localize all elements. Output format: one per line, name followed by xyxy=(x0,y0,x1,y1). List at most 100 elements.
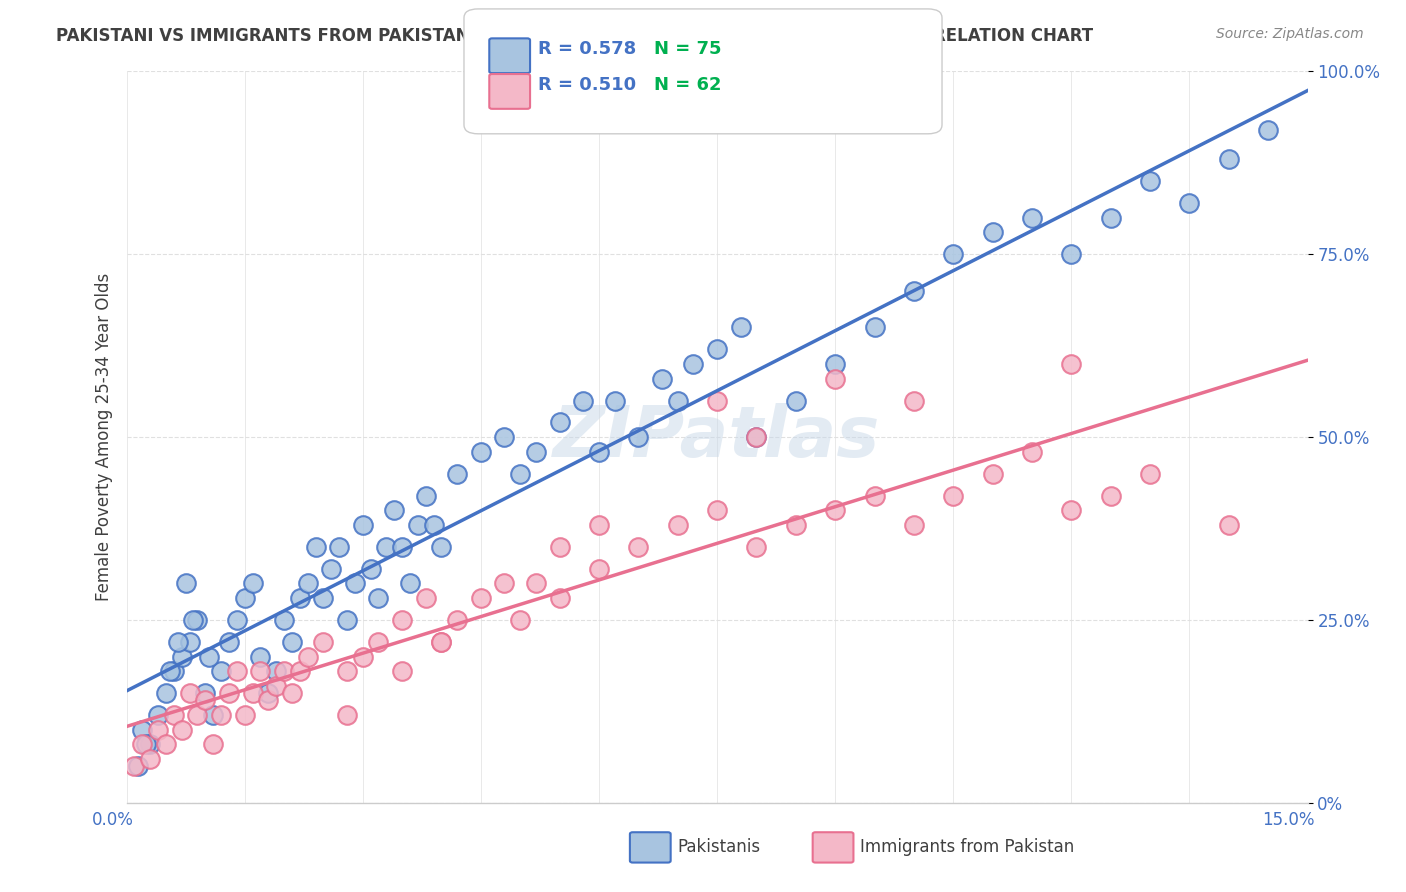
Point xyxy=(321,562,343,576)
Point xyxy=(1139,174,1161,188)
Point xyxy=(588,444,610,458)
Point xyxy=(785,393,807,408)
Point xyxy=(415,591,437,605)
Point xyxy=(179,635,201,649)
Text: Immigrants from Pakistan: Immigrants from Pakistan xyxy=(860,838,1074,856)
Point xyxy=(139,752,162,766)
Text: ZIPatlas: ZIPatlas xyxy=(554,402,880,472)
Point xyxy=(745,540,768,554)
Point xyxy=(131,723,153,737)
Point xyxy=(706,503,728,517)
Point xyxy=(1218,517,1240,532)
Point xyxy=(352,649,374,664)
Point xyxy=(174,576,197,591)
Point xyxy=(209,708,232,723)
Point xyxy=(903,517,925,532)
Point xyxy=(288,591,311,605)
Text: 0.0%: 0.0% xyxy=(91,811,134,829)
Point xyxy=(249,649,271,664)
Point xyxy=(509,613,531,627)
Point xyxy=(627,430,650,444)
Point xyxy=(730,320,752,334)
Point xyxy=(1021,444,1043,458)
Point xyxy=(281,686,304,700)
Point xyxy=(360,562,382,576)
Point xyxy=(1099,211,1122,225)
Point xyxy=(903,284,925,298)
Point xyxy=(183,613,205,627)
Point xyxy=(1060,247,1083,261)
Point xyxy=(470,591,492,605)
Point xyxy=(824,357,846,371)
Point xyxy=(1178,196,1201,211)
Point xyxy=(264,679,287,693)
Text: R = 0.578: R = 0.578 xyxy=(538,40,637,58)
Point xyxy=(225,664,247,678)
Point xyxy=(242,576,264,591)
Point xyxy=(146,723,169,737)
Point xyxy=(745,430,768,444)
Point xyxy=(163,708,186,723)
Point xyxy=(273,664,295,678)
Point xyxy=(745,430,768,444)
Point xyxy=(155,686,177,700)
Point xyxy=(1060,357,1083,371)
Point xyxy=(163,664,186,678)
Point xyxy=(666,517,689,532)
Point xyxy=(249,664,271,678)
Point xyxy=(139,737,162,751)
Point xyxy=(124,759,146,773)
Point xyxy=(281,635,304,649)
Point xyxy=(312,591,335,605)
Point xyxy=(367,591,389,605)
Point xyxy=(179,686,201,700)
Point xyxy=(225,613,247,627)
Text: Source: ZipAtlas.com: Source: ZipAtlas.com xyxy=(1216,27,1364,41)
Point xyxy=(651,371,673,385)
Point xyxy=(1257,123,1279,137)
Point xyxy=(328,540,350,554)
Point xyxy=(548,540,571,554)
Text: R = 0.510: R = 0.510 xyxy=(538,76,637,94)
Point xyxy=(494,576,516,591)
Point xyxy=(1218,152,1240,166)
Point xyxy=(430,635,453,649)
Point xyxy=(233,708,256,723)
Point xyxy=(981,225,1004,239)
Point xyxy=(202,737,225,751)
Point xyxy=(257,686,280,700)
Point xyxy=(155,737,177,751)
Point xyxy=(588,562,610,576)
Point xyxy=(1021,211,1043,225)
Point xyxy=(194,693,217,707)
Point xyxy=(186,708,208,723)
Point xyxy=(470,444,492,458)
Point xyxy=(218,686,240,700)
Point xyxy=(824,503,846,517)
Point xyxy=(367,635,389,649)
Point xyxy=(524,576,547,591)
Point xyxy=(1060,503,1083,517)
Point xyxy=(682,357,704,371)
Point xyxy=(706,343,728,357)
Point xyxy=(312,635,335,649)
Point xyxy=(422,517,444,532)
Point xyxy=(706,393,728,408)
Point xyxy=(194,686,217,700)
Point xyxy=(391,613,413,627)
Point xyxy=(127,759,149,773)
Point xyxy=(159,664,181,678)
Point xyxy=(297,576,319,591)
Point xyxy=(981,467,1004,481)
Point xyxy=(343,576,366,591)
Point xyxy=(198,649,221,664)
Point xyxy=(942,247,965,261)
Point xyxy=(264,664,287,678)
Point xyxy=(446,467,468,481)
Point xyxy=(391,540,413,554)
Text: Pakistanis: Pakistanis xyxy=(678,838,761,856)
Point xyxy=(824,371,846,385)
Point xyxy=(785,517,807,532)
Point xyxy=(494,430,516,444)
Point xyxy=(202,708,225,723)
